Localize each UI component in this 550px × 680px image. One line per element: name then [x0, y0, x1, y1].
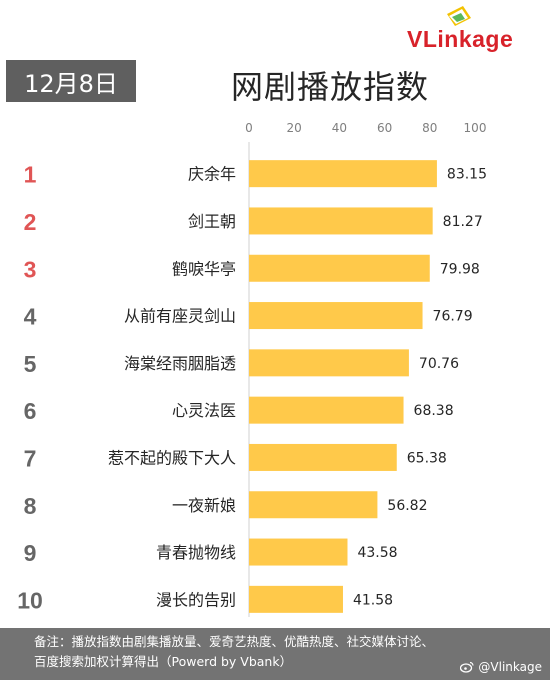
bar	[249, 254, 430, 282]
bar	[249, 302, 423, 330]
category-label: 庆余年	[188, 165, 236, 184]
value-label: 65.38	[407, 450, 447, 466]
footer-note-line-1: 备注：播放指数由剧集播放量、爱奇艺热度、优酷热度、社交媒体讨论、	[34, 634, 435, 649]
rank-number: 6	[24, 398, 37, 424]
value-label: 56.82	[387, 498, 427, 514]
category-label: 从前有座灵剑山	[124, 307, 236, 326]
category-label: 鹤唳华亭	[172, 259, 236, 278]
vlinkage-logo: VLinkage	[405, 4, 545, 56]
weibo-watermark: @Vlinkage	[460, 660, 542, 674]
value-label: 70.76	[419, 356, 459, 372]
x-tick-label: 20	[287, 121, 302, 135]
bar	[249, 349, 409, 377]
value-label: 41.58	[353, 592, 393, 608]
category-label: 漫长的告别	[156, 590, 236, 609]
category-label: 剑王朝	[188, 212, 236, 231]
rank-number: 10	[17, 587, 43, 613]
x-tick-label: 80	[422, 121, 437, 135]
value-label: 43.58	[357, 545, 397, 561]
bar	[249, 538, 348, 566]
x-tick-label: 0	[245, 121, 253, 135]
category-label: 青春抛物线	[156, 543, 236, 562]
bar	[249, 160, 437, 188]
watermark-text: @Vlinkage	[478, 660, 542, 674]
rank-number: 7	[24, 445, 37, 471]
footer-note: 备注：播放指数由剧集播放量、爱奇艺热度、优酷热度、社交媒体讨论、 百度搜索加权计…	[0, 628, 550, 680]
value-label: 83.15	[447, 167, 487, 183]
chart-title: 网剧播放指数	[230, 68, 429, 106]
rank-number: 1	[24, 162, 37, 188]
value-label: 79.98	[440, 261, 480, 277]
bar	[249, 443, 397, 471]
value-label: 68.38	[414, 403, 454, 419]
value-label: 81.27	[443, 214, 483, 230]
rank-number: 2	[24, 209, 37, 235]
rank-number: 5	[24, 351, 37, 377]
logo-text: VLinkage	[407, 26, 514, 52]
category-label: 心灵法医	[172, 401, 236, 420]
x-tick-label: 60	[377, 121, 392, 135]
rank-number: 9	[24, 540, 37, 566]
x-tick-label: 40	[332, 121, 347, 135]
bar-chart: 0 20 40 60 80 100 1 庆余年 83.15 2 剑王朝 81.27 3 鹤唳华亭 79.98…	[17, 121, 487, 617]
category-label: 海棠经雨胭脂透	[124, 354, 236, 373]
weibo-icon	[460, 661, 475, 673]
bar	[249, 585, 343, 613]
x-tick-label: 100	[464, 121, 487, 135]
footer-note-line-2: 百度搜索加权计算得出（Powerd by Vbank）	[34, 654, 293, 669]
logo-emblem-icon	[447, 6, 471, 26]
rank-number: 4	[24, 304, 37, 330]
bar	[249, 491, 378, 519]
value-label: 76.79	[433, 309, 473, 325]
bar	[249, 396, 404, 424]
date-badge: 12月8日	[6, 60, 136, 102]
bar	[249, 207, 433, 235]
rank-number: 3	[24, 256, 37, 282]
category-label: 一夜新娘	[172, 496, 236, 515]
rank-number: 8	[24, 493, 37, 519]
category-label: 惹不起的殿下大人	[108, 448, 236, 467]
